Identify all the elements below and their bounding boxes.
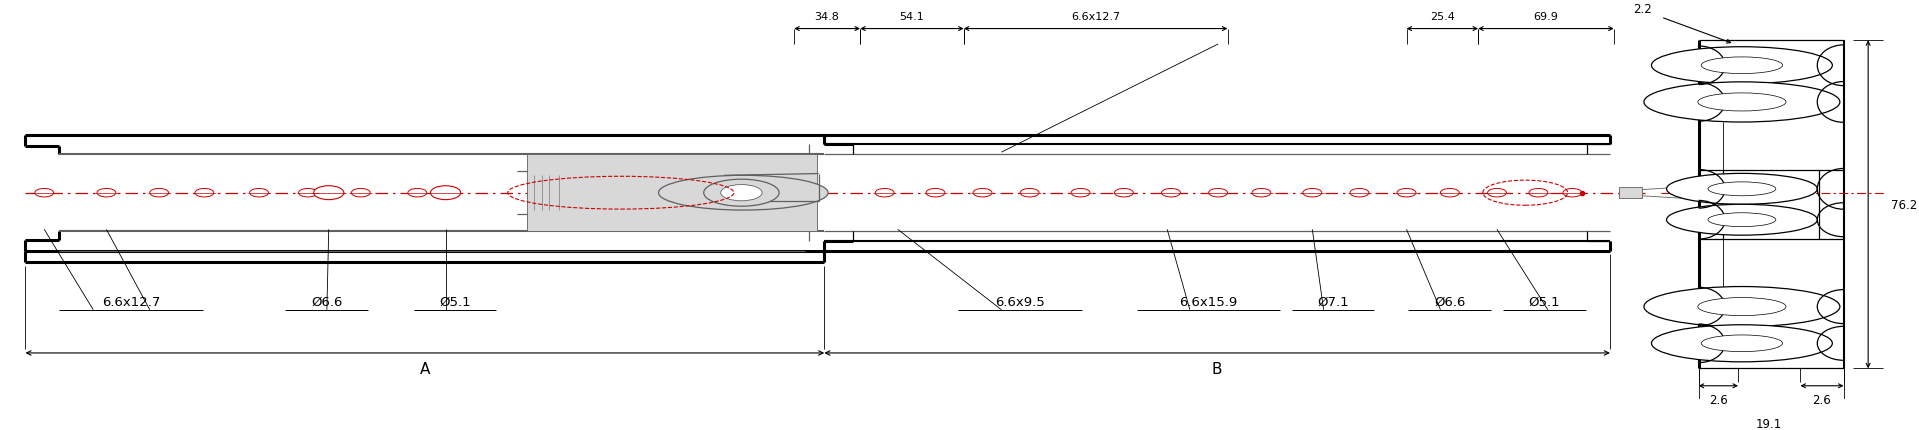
- Ellipse shape: [1161, 189, 1180, 197]
- Circle shape: [1652, 48, 1833, 85]
- Text: 69.9: 69.9: [1533, 12, 1558, 22]
- Ellipse shape: [704, 180, 779, 207]
- Circle shape: [1652, 325, 1833, 362]
- Ellipse shape: [1115, 189, 1134, 197]
- Ellipse shape: [430, 186, 461, 200]
- Text: 6.6x9.5: 6.6x9.5: [996, 295, 1046, 308]
- Text: 6.6x15.9: 6.6x15.9: [1180, 295, 1238, 308]
- Text: 54.1: 54.1: [900, 12, 925, 22]
- Circle shape: [1645, 83, 1840, 123]
- Ellipse shape: [35, 189, 54, 197]
- Ellipse shape: [722, 185, 762, 201]
- Text: A: A: [420, 361, 430, 376]
- Ellipse shape: [1251, 189, 1270, 197]
- Ellipse shape: [1349, 189, 1368, 197]
- Ellipse shape: [1529, 189, 1549, 197]
- Text: Ø7.1: Ø7.1: [1316, 295, 1349, 308]
- Ellipse shape: [351, 189, 370, 197]
- Circle shape: [658, 176, 829, 211]
- Text: 19.1: 19.1: [1756, 417, 1783, 430]
- Ellipse shape: [1303, 189, 1322, 197]
- Circle shape: [1698, 94, 1787, 112]
- Text: 34.8: 34.8: [816, 12, 839, 22]
- Ellipse shape: [98, 189, 115, 197]
- Text: 6.6x12.7: 6.6x12.7: [1071, 12, 1121, 22]
- Circle shape: [1702, 335, 1783, 352]
- Ellipse shape: [409, 189, 426, 197]
- Circle shape: [1666, 174, 1817, 205]
- Ellipse shape: [1397, 189, 1416, 197]
- Text: Ø5.1: Ø5.1: [1528, 295, 1560, 308]
- Ellipse shape: [313, 186, 344, 200]
- Bar: [526, 155, 817, 232]
- Text: 25.4: 25.4: [1430, 12, 1455, 22]
- Circle shape: [1645, 287, 1840, 327]
- Ellipse shape: [875, 189, 894, 197]
- Text: 6.6x12.7: 6.6x12.7: [102, 295, 159, 308]
- Ellipse shape: [1562, 189, 1581, 197]
- Bar: [1620, 187, 1643, 199]
- Ellipse shape: [196, 189, 213, 197]
- Ellipse shape: [299, 189, 317, 197]
- Text: Ø6.6: Ø6.6: [311, 295, 344, 308]
- Text: Ø5.1: Ø5.1: [439, 295, 470, 308]
- Circle shape: [1666, 205, 1817, 236]
- Ellipse shape: [1071, 189, 1090, 197]
- Ellipse shape: [1209, 189, 1228, 197]
- Ellipse shape: [249, 189, 269, 197]
- Circle shape: [1708, 213, 1775, 227]
- Ellipse shape: [150, 189, 169, 197]
- Ellipse shape: [973, 189, 992, 197]
- Circle shape: [1698, 298, 1787, 316]
- Ellipse shape: [1441, 189, 1458, 197]
- Circle shape: [1708, 182, 1775, 197]
- Text: B: B: [1213, 361, 1222, 376]
- Circle shape: [1702, 58, 1783, 74]
- Text: 76.2: 76.2: [1890, 198, 1917, 211]
- Ellipse shape: [927, 189, 944, 197]
- Text: 2.2: 2.2: [1633, 3, 1652, 16]
- Ellipse shape: [1487, 189, 1506, 197]
- Text: 2.6: 2.6: [1813, 393, 1831, 406]
- Text: Ø6.6: Ø6.6: [1433, 295, 1466, 308]
- Ellipse shape: [1021, 189, 1038, 197]
- Text: 2.6: 2.6: [1710, 393, 1727, 406]
